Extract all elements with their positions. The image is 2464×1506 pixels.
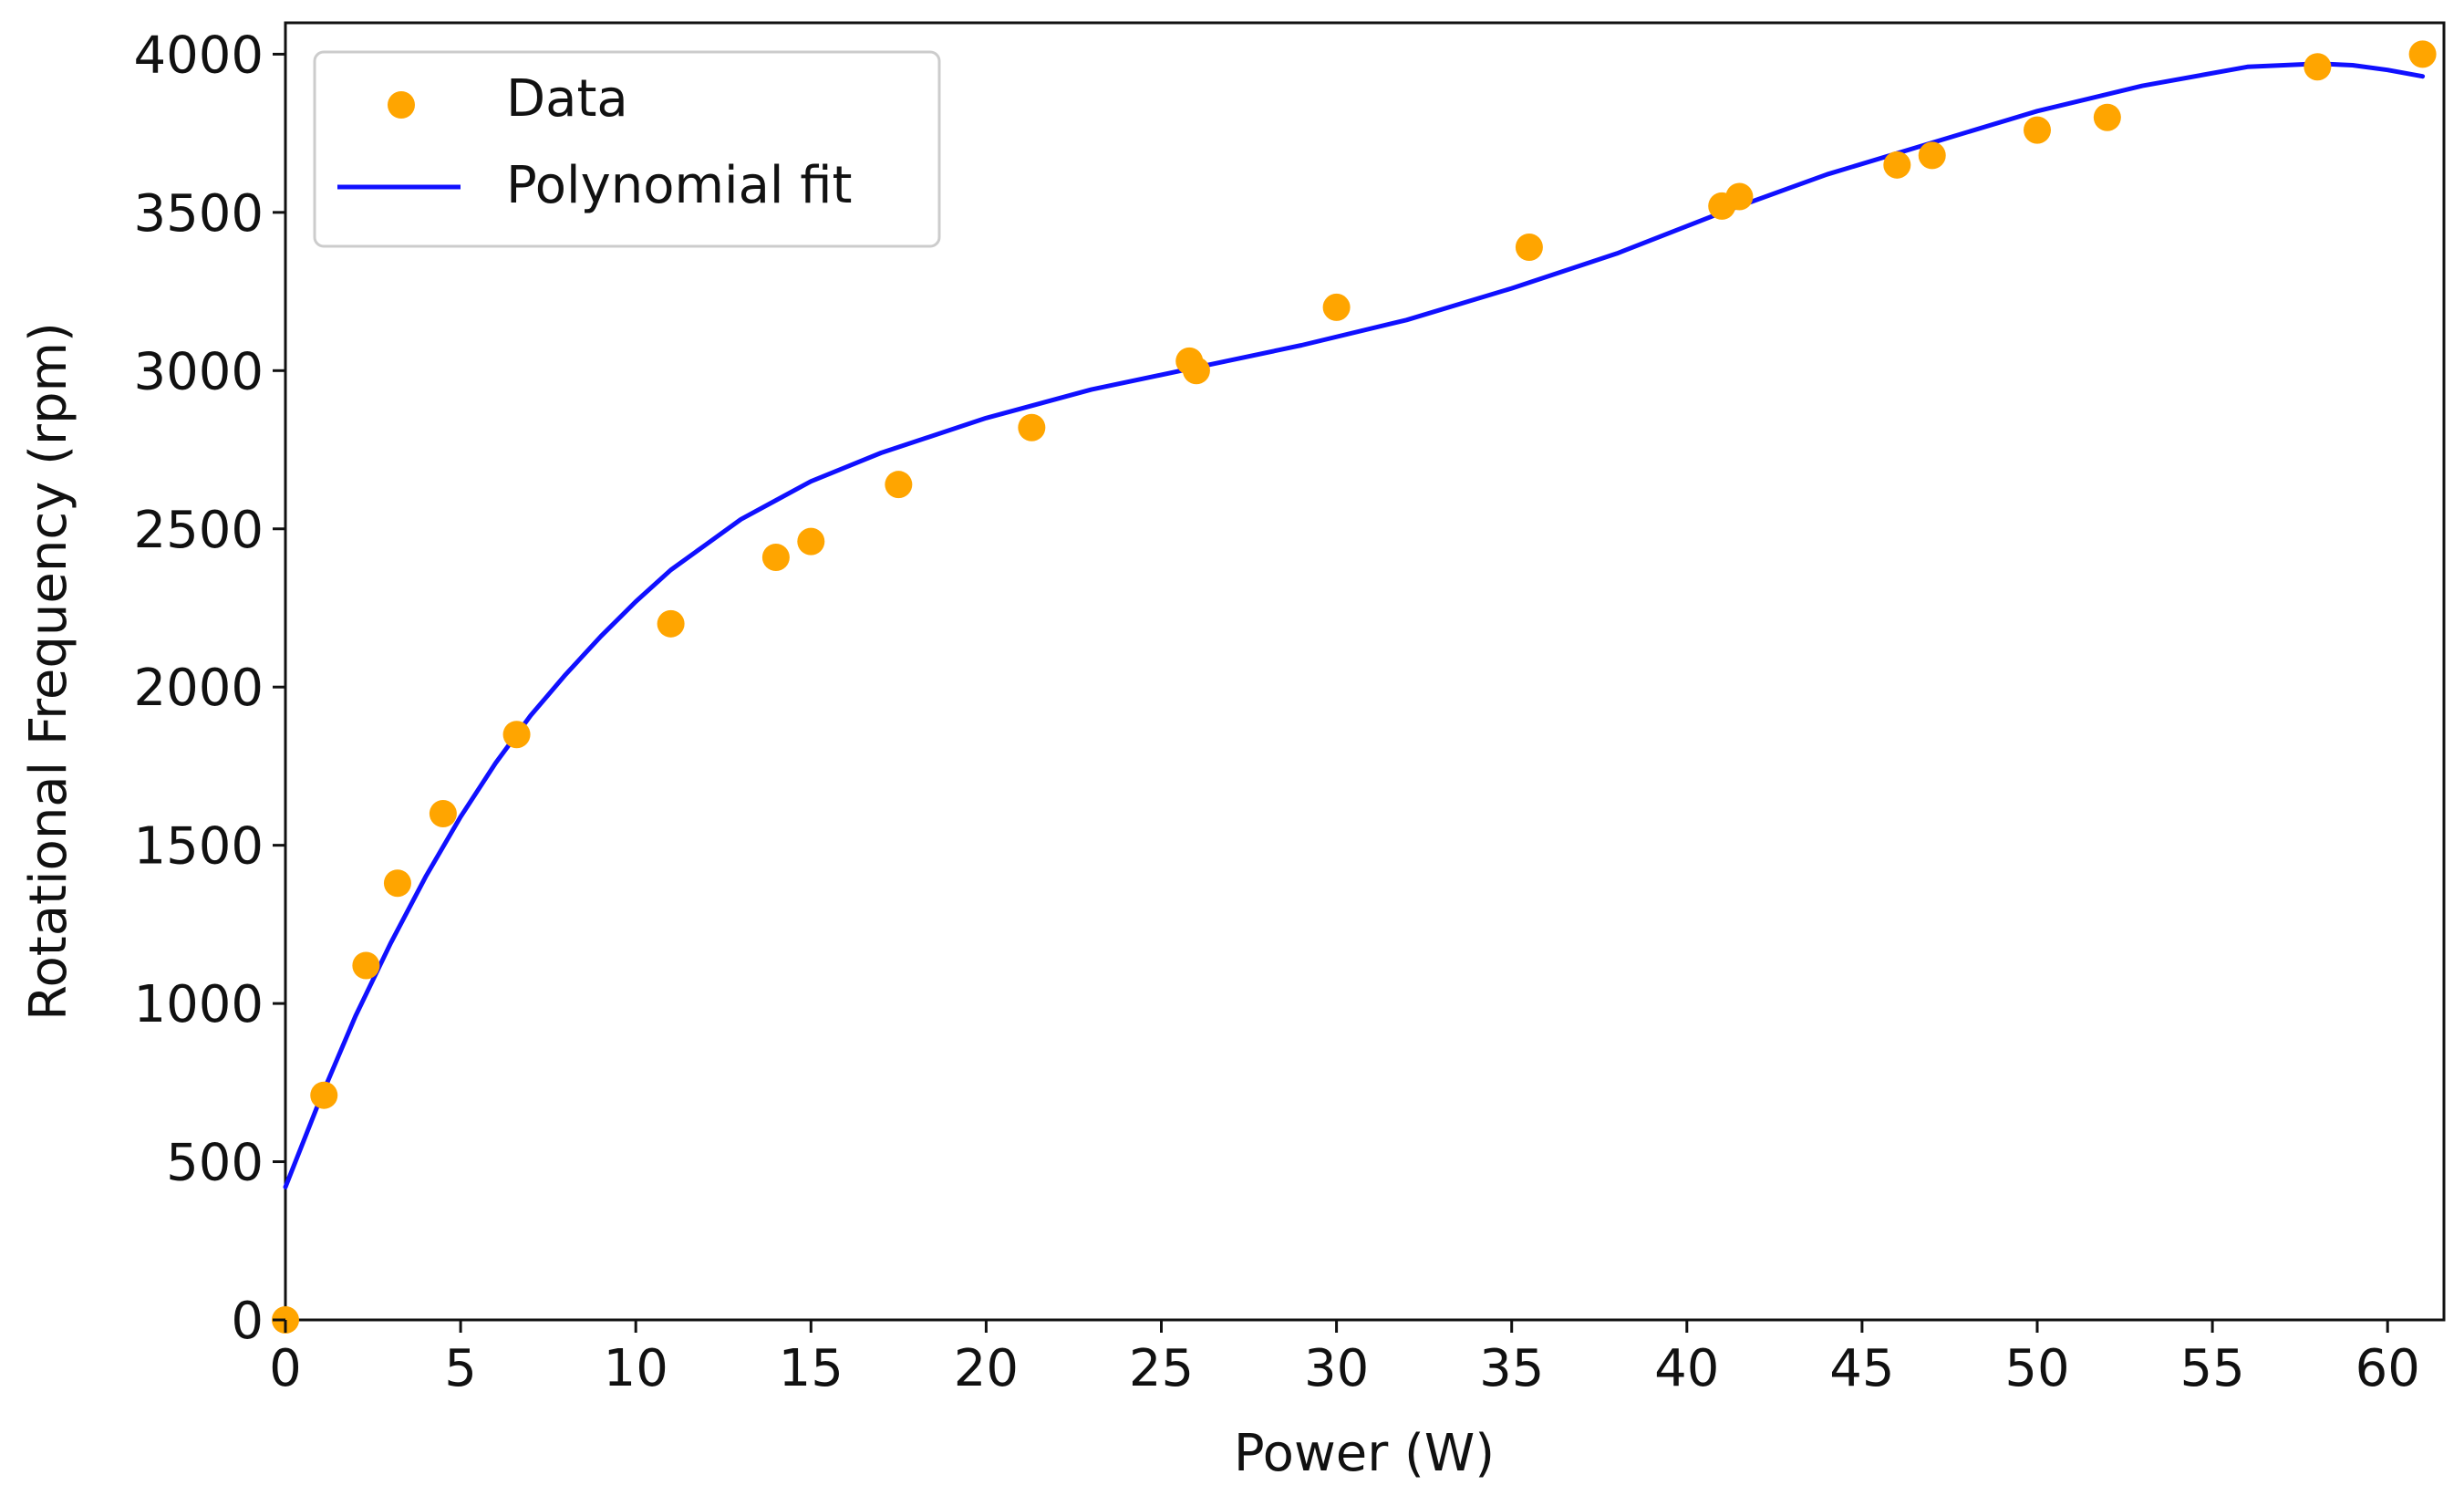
data-point [429,799,457,827]
x-tick-label: 20 [954,1339,1019,1398]
data-point [1018,413,1046,441]
data-point [885,471,913,499]
data-point [2408,40,2437,68]
x-tick-label: 30 [1304,1339,1369,1398]
y-tick-label: 4000 [133,26,264,85]
y-tick-label: 2000 [133,659,264,718]
x-tick-label: 5 [444,1339,477,1398]
x-tick-label: 60 [2355,1339,2420,1398]
x-tick-label: 25 [1129,1339,1194,1398]
data-point [310,1081,338,1109]
fit-layer [283,61,2426,1189]
y-axis: 0 500 1000 1500 2000 2500 3000 3500 4000 [133,26,285,1351]
x-tick-label: 10 [604,1339,668,1398]
x-tick-label: 40 [1654,1339,1719,1398]
points-layer [272,40,2437,1334]
data-point [1918,141,1946,170]
legend-data-label: Data [506,69,628,129]
y-tick-label: 0 [231,1292,264,1351]
data-point [657,609,685,638]
data-point [797,527,825,556]
x-tick-label: 45 [1829,1339,1894,1398]
y-tick-label: 3000 [133,342,264,401]
x-tick-label: 55 [2179,1339,2244,1398]
legend-box [313,50,941,248]
data-point [352,951,380,980]
legend: Data Polynomial fit [313,50,941,248]
x-tick-label: 15 [779,1339,844,1398]
x-tick-label: 0 [269,1339,302,1398]
y-tick-label: 3500 [133,184,264,244]
data-point [761,543,790,571]
data-point [1182,357,1210,385]
legend-data-marker [388,91,415,119]
data-point [2093,103,2121,131]
y-axis-label: Rotational Frequency (rpm) [19,322,78,1021]
x-tick-label: 35 [1479,1339,1544,1398]
y-tick-label: 1500 [133,817,264,877]
data-point [1883,151,1911,179]
data-point [1322,293,1351,321]
data-point [502,721,531,749]
y-tick-label: 2500 [133,501,264,560]
data-point [383,869,411,898]
y-tick-label: 500 [166,1134,264,1193]
x-axis: 0 5 10 15 20 25 30 35 40 45 50 55 60 [269,1320,2420,1398]
y-tick-label: 1000 [133,975,264,1034]
data-point [2304,53,2332,81]
legend-fit-label: Polynomial fit [506,156,853,215]
data-point [1725,182,1754,211]
data-point [1515,234,1543,262]
data-point [2024,116,2051,144]
polynomial-fit-line [283,61,2426,1189]
x-axis-label: Power (W) [1234,1424,1495,1483]
x-tick-label: 50 [2004,1339,2069,1398]
